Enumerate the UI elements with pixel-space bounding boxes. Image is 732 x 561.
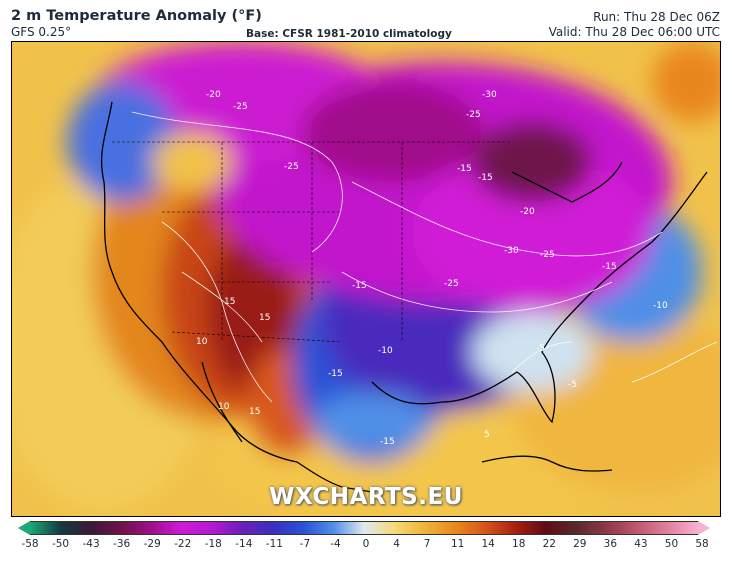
anomaly-shading xyxy=(12,42,720,516)
isoline-label: 10 xyxy=(218,402,230,412)
colorbar-tick-label: -36 xyxy=(113,538,131,550)
colorbar-tick-label: -50 xyxy=(51,538,70,550)
isoline-label: -10 xyxy=(378,346,393,356)
colorbar-tick-label: 4 xyxy=(393,538,400,550)
isoline-label: -25 xyxy=(284,162,299,172)
isoline-label: -5 xyxy=(536,344,545,354)
isoline-label: 10 xyxy=(196,337,208,347)
isoline-label: -30 xyxy=(482,90,497,100)
colorbar-tick-label: -18 xyxy=(204,538,222,550)
isoline-label: -20 xyxy=(520,207,535,217)
isoline-label: -5 xyxy=(568,380,577,390)
colorbar-gradient xyxy=(30,521,698,535)
isoline-label: -30 xyxy=(504,246,519,256)
colorbar-high-arrow xyxy=(698,521,710,535)
map-title: 2 m Temperature Anomaly (°F) xyxy=(11,8,262,24)
colorbar-tick-label: -4 xyxy=(330,538,341,550)
colorbar-low-arrow xyxy=(18,521,30,535)
anomaly-field xyxy=(12,42,720,516)
isoline-label: 5 xyxy=(484,430,490,440)
isoline-label: 15 xyxy=(259,313,271,323)
isoline-label: -25 xyxy=(466,110,481,120)
isoline-label: -25 xyxy=(233,102,248,112)
colorbar-tick-label: 7 xyxy=(423,538,431,550)
colorbar-tick-label: 14 xyxy=(481,538,495,550)
colorbar xyxy=(18,521,710,535)
colorbar-tick-label: -29 xyxy=(143,538,161,550)
coastlines xyxy=(101,101,708,493)
climatology-base-label: Base: CFSR 1981-2010 climatology xyxy=(246,28,452,40)
colorbar-tick-label: 18 xyxy=(512,538,526,550)
colorbar-tick-label: 58 xyxy=(695,538,709,550)
run-time-label: Run: Thu 28 Dec 06Z xyxy=(593,10,720,24)
isoline-label: -15 xyxy=(328,369,343,379)
colorbar-tick-label: 36 xyxy=(603,538,618,550)
colorbar-tick-label: 50 xyxy=(664,538,679,550)
colorbar-tick-label: -43 xyxy=(82,538,100,550)
colorbar-tick-label: -11 xyxy=(265,538,283,550)
colorbar-tick-label: 0 xyxy=(362,538,370,550)
isoline-label: 15 xyxy=(249,407,261,417)
isotherms xyxy=(131,111,718,403)
isoline-label: -20 xyxy=(206,90,221,100)
colorbar-tick-label: -14 xyxy=(235,538,253,550)
model-label: GFS 0.25° xyxy=(11,25,72,39)
colorbar-tick-label: -58 xyxy=(21,538,39,550)
colorbar-tick-label: 22 xyxy=(542,538,556,550)
isoline-label: -15 xyxy=(352,281,367,291)
isoline-label: -10 xyxy=(653,301,668,311)
state-borders xyxy=(112,141,512,343)
isoline-label: -15 xyxy=(602,262,617,272)
colorbar-ticks: -58 -50 -43 -36 -29 -22 -18 -14 -11 -7 -4 0 4 7 11 14 18… xyxy=(21,538,708,552)
colorbar-tick-label: 29 xyxy=(573,538,587,550)
isoline-label: -15 xyxy=(457,164,472,174)
anomaly-map: -20 -25 -30 -25 -25 -15 -15 -30 -25 -25 … xyxy=(11,41,721,517)
colorbar-tick-label: 11 xyxy=(450,538,465,550)
isoline-label: 15 xyxy=(224,297,236,307)
valid-time-label: Valid: Thu 28 Dec 06:00 UTC xyxy=(548,25,720,39)
colorbar-tick-label: 43 xyxy=(634,538,648,550)
isoline-label: -25 xyxy=(444,279,459,289)
colorbar-tick-label: -22 xyxy=(174,538,192,550)
colorbar-tick-label: -7 xyxy=(299,538,311,550)
isoline-label: -15 xyxy=(380,437,395,447)
isoline-label: -25 xyxy=(540,250,555,260)
isoline-label: -15 xyxy=(478,173,493,183)
watermark: WXCHARTS.EU xyxy=(269,484,463,510)
